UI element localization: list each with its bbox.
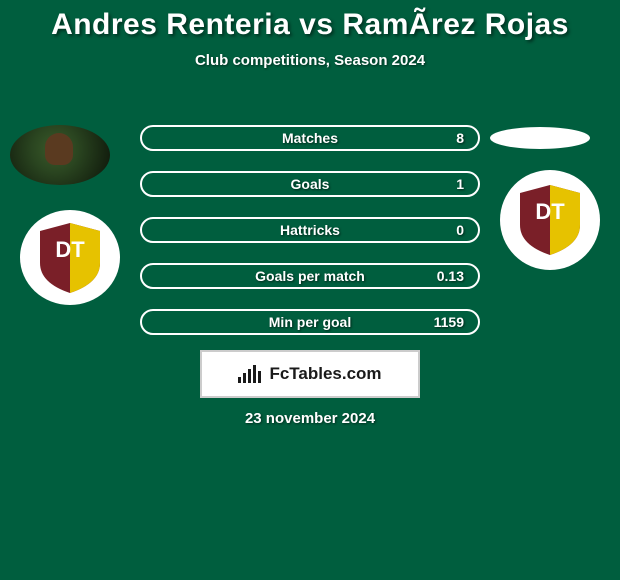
- bars-icon: [238, 365, 263, 383]
- stat-label: Goals: [291, 176, 330, 192]
- table-row: Hattricks 0: [140, 217, 480, 243]
- club-right-badge: DT: [500, 170, 600, 270]
- svg-text:DT: DT: [55, 237, 85, 262]
- stat-label: Hattricks: [280, 222, 340, 238]
- stat-right-value: 1: [456, 176, 464, 192]
- stat-label: Goals per match: [255, 268, 365, 284]
- stat-label: Matches: [282, 130, 338, 146]
- table-row: Matches 8: [140, 125, 480, 151]
- player-left-photo: [10, 125, 110, 185]
- svg-text:DT: DT: [535, 199, 565, 224]
- club-left-badge: DT: [20, 210, 120, 305]
- table-row: Goals per match 0.13: [140, 263, 480, 289]
- page-title: Andres Renteria vs RamÃ­rez Rojas: [0, 0, 620, 42]
- stat-right-value: 8: [456, 130, 464, 146]
- table-row: Min per goal 1159: [140, 309, 480, 335]
- stats-table: Matches 8 Goals 1 Hattricks 0 Goals per …: [140, 125, 480, 355]
- player-right-photo: [490, 127, 590, 149]
- stat-label: Min per goal: [269, 314, 351, 330]
- branding-box[interactable]: FcTables.com: [200, 350, 420, 398]
- stat-right-value: 1159: [434, 314, 464, 330]
- subtitle: Club competitions, Season 2024: [0, 52, 620, 69]
- stat-right-value: 0: [456, 222, 464, 238]
- branding-text: FcTables.com: [269, 364, 381, 384]
- shield-icon: DT: [40, 223, 100, 293]
- stat-right-value: 0.13: [437, 268, 464, 284]
- table-row: Goals 1: [140, 171, 480, 197]
- shield-icon: DT: [520, 185, 580, 255]
- date-label: 23 november 2024: [0, 410, 620, 427]
